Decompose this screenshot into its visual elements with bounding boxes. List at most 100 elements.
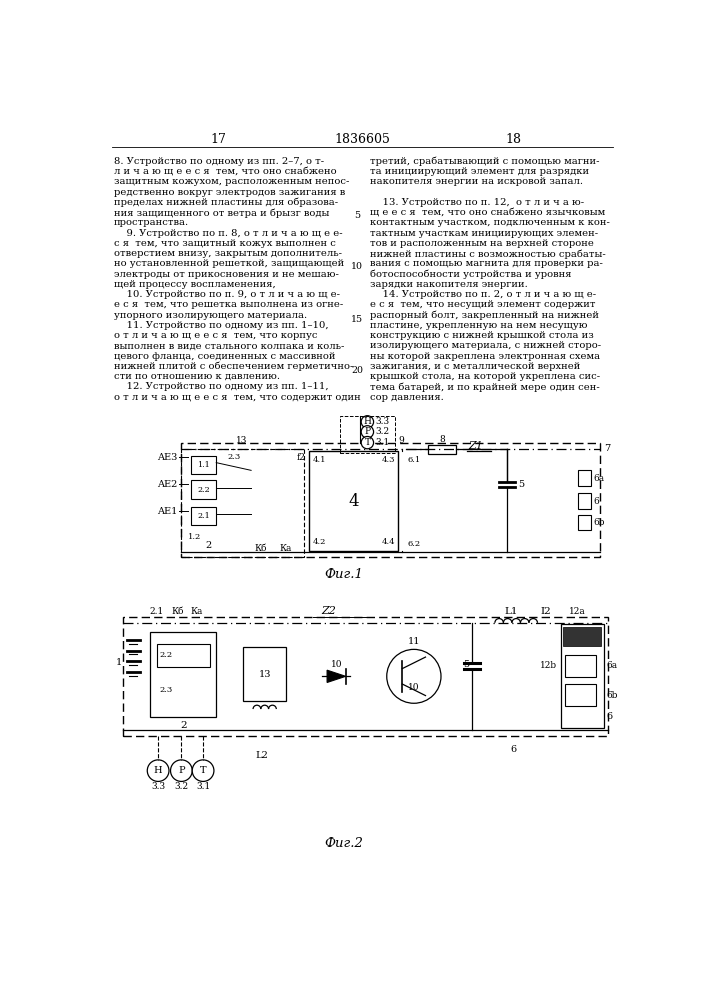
Bar (565, 684, 596, 706)
Bar (192, 456, 216, 474)
Text: конструкцию с нижней крышкой стола из: конструкцию с нижней крышкой стола из (370, 331, 593, 340)
Text: P: P (364, 427, 370, 436)
Text: сор давления.: сор давления. (370, 393, 443, 402)
Polygon shape (327, 670, 346, 682)
Text: 12b: 12b (540, 661, 557, 670)
Text: накопителя энергии на искровой запал.: накопителя энергии на искровой запал. (370, 177, 583, 186)
Text: л и ч а ю щ е е с я  тем, что оно снабжено: л и ч а ю щ е е с я тем, что оно снабжен… (114, 167, 337, 176)
Text: электроды от прикосновения и не мешаю-: электроды от прикосновения и не мешаю- (114, 270, 339, 279)
Text: пространства.: пространства. (114, 218, 189, 227)
Text: ботоспособности устройства и уровня: ботоспособности устройства и уровня (370, 270, 571, 279)
Text: 18: 18 (505, 133, 521, 146)
Text: 17: 17 (211, 133, 226, 146)
Text: 1.2: 1.2 (188, 533, 201, 541)
Text: е с я  тем, что несущий элемент содержит: е с я тем, что несущий элемент содержит (370, 300, 595, 309)
Text: нижней плитой с обеспечением герметично-: нижней плитой с обеспечением герметично- (114, 362, 354, 371)
Text: 6: 6 (594, 497, 600, 506)
Text: упорного изолирующего материала.: упорного изолирующего материала. (114, 311, 307, 320)
Text: та инициирующий элемент для разрядки: та инициирующий элемент для разрядки (370, 167, 589, 176)
Text: 14. Устройство по п. 2, о т л и ч а ю щ е-: 14. Устройство по п. 2, о т л и ч а ю щ … (370, 290, 596, 299)
Text: 6b: 6b (594, 518, 605, 527)
Text: 9: 9 (398, 436, 404, 445)
Text: 8. Устройство по одному из пп. 2–7, о т-: 8. Устройство по одному из пп. 2–7, о т- (114, 157, 324, 166)
Text: 6: 6 (606, 712, 612, 721)
Text: 10: 10 (351, 262, 363, 271)
Bar (578, 493, 590, 509)
Text: 10: 10 (331, 660, 342, 669)
Text: 6a: 6a (606, 661, 617, 670)
Text: AE1: AE1 (157, 507, 177, 516)
Text: Фиг.2: Фиг.2 (325, 837, 363, 850)
Text: щей процессу воспламенения,: щей процессу воспламенения, (114, 280, 276, 289)
Bar (565, 655, 596, 677)
Text: 6.1: 6.1 (408, 456, 421, 464)
Text: 5: 5 (464, 660, 469, 669)
Text: 11: 11 (408, 637, 420, 646)
Text: крышкой стола, на которой укреплена сис-: крышкой стола, на которой укреплена сис- (370, 372, 600, 381)
Text: Кб: Кб (171, 607, 184, 616)
Text: 6a: 6a (594, 474, 604, 483)
Bar (563, 627, 602, 646)
Text: 4.4: 4.4 (382, 538, 395, 546)
Text: 12a: 12a (569, 607, 585, 616)
Text: распорный болт, закрепленный на нижней: распорный болт, закрепленный на нижней (370, 311, 599, 320)
Text: редственно вокруг электродов зажигания в: редственно вокруг электродов зажигания в (114, 188, 345, 197)
Text: 6b: 6b (606, 691, 618, 700)
Bar (156, 644, 210, 667)
Text: 4: 4 (349, 493, 359, 510)
Text: 13: 13 (259, 670, 271, 679)
Text: но установленной решеткой, защищающей: но установленной решеткой, защищающей (114, 259, 344, 268)
Circle shape (361, 436, 373, 449)
Text: T: T (364, 438, 370, 447)
Text: о т л и ч а ю щ е е с я  тем, что корпус: о т л и ч а ю щ е е с я тем, что корпус (114, 331, 317, 340)
Text: 3.1: 3.1 (196, 782, 210, 791)
Text: 10. Устройство по п. 9, о т л и ч а ю щ е-: 10. Устройство по п. 9, о т л и ч а ю щ … (114, 290, 340, 299)
Circle shape (361, 416, 373, 428)
Circle shape (387, 649, 441, 703)
Text: ния защищенного от ветра и брызг воды: ния защищенного от ветра и брызг воды (114, 208, 329, 218)
Text: 13. Устройство по п. 12,  о т л и ч а ю-: 13. Устройство по п. 12, о т л и ч а ю- (370, 198, 584, 207)
Text: зарядки накопителя энергии.: зарядки накопителя энергии. (370, 280, 527, 289)
Text: 6: 6 (510, 745, 516, 754)
Text: 9. Устройство по п. 8, о т л и ч а ю щ е е-: 9. Устройство по п. 8, о т л и ч а ю щ е… (114, 229, 343, 238)
Text: 2.1: 2.1 (197, 512, 210, 520)
Text: 5: 5 (518, 480, 524, 489)
Text: Z2: Z2 (321, 606, 336, 616)
Text: 20: 20 (351, 366, 363, 375)
Bar (151, 632, 216, 717)
Text: 1836605: 1836605 (334, 133, 390, 146)
Text: о т л и ч а ю щ е е с я  тем, что содержит один: о т л и ч а ю щ е е с я тем, что содержи… (114, 393, 361, 402)
Text: AE2: AE2 (157, 480, 177, 489)
Text: 12. Устройство по одному из пп. 1–11,: 12. Устройство по одному из пп. 1–11, (114, 382, 329, 391)
Text: тема батарей, и по крайней мере один сен-: тема батарей, и по крайней мере один сен… (370, 382, 600, 392)
Text: Кa: Кa (191, 607, 203, 616)
Bar (123, 617, 607, 736)
Text: Фиг.1: Фиг.1 (325, 568, 363, 581)
Text: тактным участкам инициирующих элемен-: тактным участкам инициирующих элемен- (370, 229, 598, 238)
Bar (192, 507, 216, 525)
Text: 2.3: 2.3 (228, 453, 240, 461)
Circle shape (192, 760, 214, 781)
Bar (182, 443, 600, 557)
Text: 2.3: 2.3 (160, 686, 173, 694)
Text: Z1: Z1 (468, 441, 483, 451)
Text: пластине, укрепленную на нем несущую: пластине, укрепленную на нем несущую (370, 321, 588, 330)
Text: 2.2: 2.2 (160, 651, 173, 659)
Text: сти по отношению к давлению.: сти по отношению к давлению. (114, 372, 280, 381)
Text: с я  тем, что защитный кожух выполнен с: с я тем, что защитный кожух выполнен с (114, 239, 336, 248)
Bar (578, 470, 590, 486)
Text: 5: 5 (354, 211, 361, 220)
Text: нижней пластины с возможностью срабаты-: нижней пластины с возможностью срабаты- (370, 249, 605, 259)
Text: H: H (154, 766, 163, 775)
Text: 7: 7 (604, 444, 610, 453)
Text: Кa: Кa (280, 544, 292, 553)
Text: ны которой закреплена электронная схема: ны которой закреплена электронная схема (370, 352, 600, 361)
Text: третий, срабатывающий с помощью магни-: третий, срабатывающий с помощью магни- (370, 157, 600, 166)
Text: 3.2: 3.2 (375, 427, 390, 436)
Circle shape (361, 426, 373, 438)
Text: 3.3: 3.3 (375, 417, 390, 426)
Bar (561, 624, 604, 728)
Text: 4.1: 4.1 (312, 456, 326, 464)
Text: защитным кожухом, расположенным непос-: защитным кожухом, расположенным непос- (114, 177, 349, 186)
Bar (578, 515, 590, 530)
